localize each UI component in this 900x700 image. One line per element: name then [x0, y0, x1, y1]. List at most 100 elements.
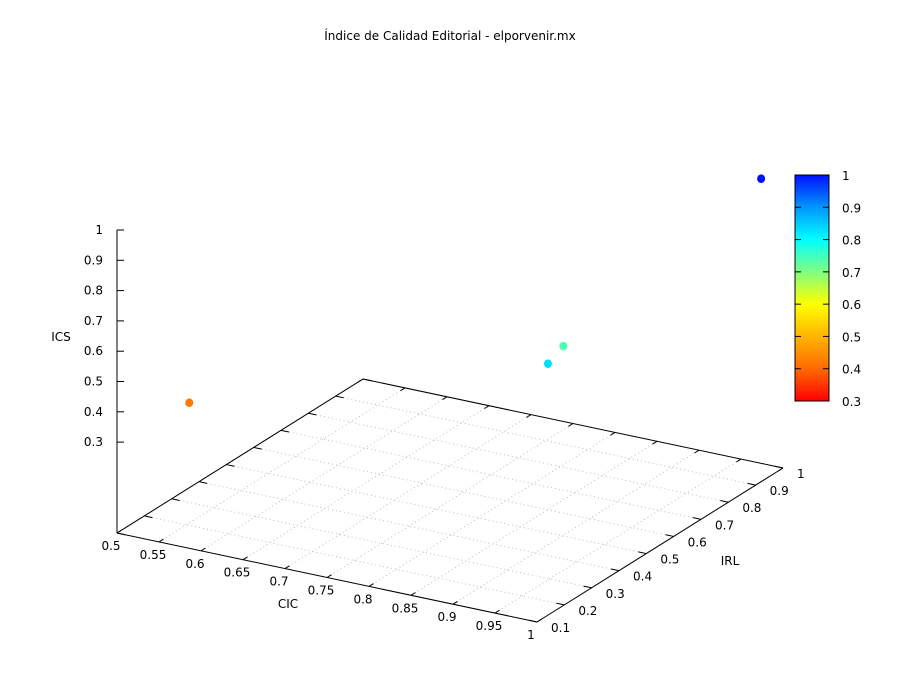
y-tick-label: 0.9 — [770, 484, 789, 498]
z-tick-label: 0.6 — [84, 344, 103, 358]
colorbar — [794, 174, 830, 402]
y-tick — [720, 500, 729, 503]
x-tick — [410, 592, 416, 596]
x-tick — [536, 618, 542, 623]
y-axis-label: IRL — [721, 554, 740, 568]
x-tick — [326, 574, 332, 578]
x-tick-back — [358, 378, 364, 383]
y-tick-back — [280, 429, 290, 433]
y-tick-label: 0.2 — [578, 604, 597, 618]
grid-line-x — [368, 431, 616, 587]
grid-line-y — [226, 464, 647, 555]
ticks: 0.5 0.55 0.6 0.65 0.7 0.75 0.8 0.85 0.9 0.95 1 0.1 0… — [84, 223, 805, 642]
grid-line-x — [326, 423, 574, 578]
y-tick — [610, 568, 620, 572]
data-point — [559, 341, 568, 351]
x-tick — [158, 538, 164, 543]
grid-line-x — [452, 449, 700, 605]
x-tick-back — [484, 405, 490, 409]
y-tick-back — [198, 481, 208, 484]
z-tick-label: 1 — [95, 223, 103, 237]
x-tick-back — [442, 396, 448, 401]
x-axis-label: CIC — [278, 597, 298, 611]
data-point — [543, 359, 552, 368]
y-tick-label: 0.4 — [633, 570, 652, 584]
y-tick-back — [171, 498, 180, 501]
y-tick — [638, 551, 647, 555]
y-axis-line — [536, 467, 784, 623]
colorbar-tick-label: 1 — [842, 169, 850, 183]
x-tick — [494, 609, 500, 614]
x-tick-back — [652, 440, 658, 445]
x-tick — [200, 547, 206, 552]
z-tick-label: 0.7 — [84, 314, 103, 328]
colorbar-tick-label: 0.4 — [842, 363, 861, 377]
y-tick-label: 0.5 — [660, 553, 679, 567]
data-point — [185, 398, 194, 408]
y-tick-label: 0.8 — [742, 501, 761, 515]
z-tick-label: 0.9 — [84, 253, 103, 267]
grid-line-x — [284, 414, 532, 570]
grid-line-y — [253, 446, 674, 537]
x-tick-back — [736, 458, 742, 463]
y-tick — [556, 602, 565, 606]
y-tick — [528, 619, 538, 623]
colorbar-tick-label: 0.6 — [842, 298, 861, 312]
y-tick-label: 0.6 — [688, 535, 707, 549]
axes — [116, 230, 784, 623]
grid-line-y — [280, 429, 702, 520]
y-tick-back — [116, 532, 126, 536]
left-edge-line — [116, 378, 364, 534]
y-tick — [583, 585, 592, 589]
grid-line-y — [308, 412, 729, 503]
x-tick — [284, 565, 290, 570]
x-tick-back — [526, 414, 532, 418]
x-tick-label: 0.6 — [185, 557, 204, 571]
grid-line-x — [494, 458, 742, 614]
x-tick — [368, 583, 374, 587]
z-tick-label: 0.3 — [84, 435, 103, 449]
grid-line-y — [335, 395, 756, 486]
x-tick-label: 0.5 — [101, 539, 120, 553]
x-tick-back — [568, 423, 574, 427]
grid-line-x — [158, 387, 406, 543]
chart-title: Índice de Calidad Editorial - elporvenir… — [324, 28, 575, 43]
y-tick — [665, 534, 674, 537]
x-tick-label: 0.95 — [476, 619, 503, 633]
colorbar-tick-label: 0.5 — [842, 330, 861, 344]
x-tick-label: 0.9 — [437, 610, 456, 624]
z-tick-label: 0.5 — [84, 375, 103, 389]
y-tick — [747, 482, 756, 486]
y-tick-label: 1 — [797, 467, 805, 481]
data-points — [185, 174, 766, 408]
colorbar-ticks: 0.3 0.4 0.5 0.6 0.7 0.8 0.9 1 — [795, 169, 861, 409]
colorbar-tick-label: 0.9 — [842, 201, 861, 215]
x-tick — [452, 600, 458, 605]
base-grid — [116, 378, 784, 623]
x-tick-label: 0.85 — [392, 601, 419, 615]
y-tick-back — [144, 515, 153, 519]
grid-line-x — [242, 405, 490, 561]
x-tick-back — [610, 431, 616, 436]
colorbar-tick-label: 0.7 — [842, 266, 861, 280]
x-tick-label: 0.7 — [269, 575, 288, 589]
y-tick-label: 0.7 — [715, 518, 734, 532]
z-axis-label: ICS — [51, 330, 71, 344]
y-tick-back — [226, 464, 235, 467]
data-point — [757, 174, 766, 183]
x-tick-back — [400, 387, 406, 392]
y-tick-label: 0.1 — [551, 621, 570, 635]
y-tick — [774, 465, 784, 469]
y-tick-back — [308, 412, 317, 416]
x-tick-label: 0.8 — [353, 592, 372, 606]
y-tick-label: 0.3 — [606, 587, 625, 601]
x-tick-label: 1 — [527, 628, 535, 642]
y-tick-back — [362, 378, 372, 382]
x-tick-label: 0.75 — [308, 584, 335, 598]
grid-line-x — [200, 396, 448, 552]
x-tick-label: 0.55 — [140, 548, 167, 562]
z-tick-label: 0.8 — [84, 284, 103, 298]
y-tick-back — [253, 446, 262, 450]
x-tick — [242, 556, 248, 561]
